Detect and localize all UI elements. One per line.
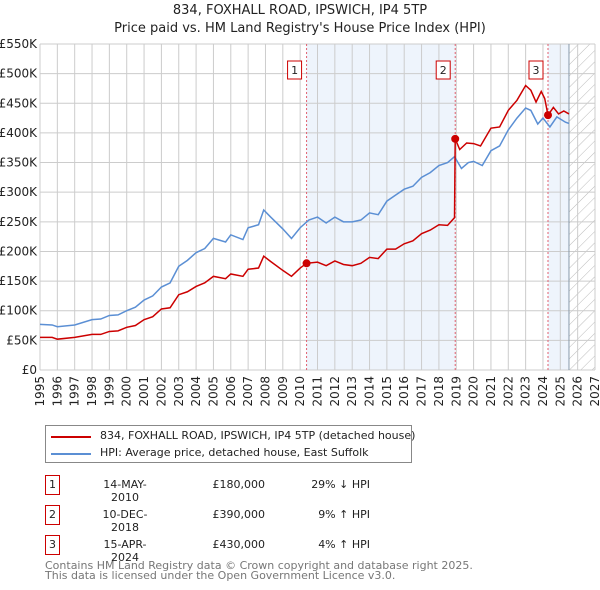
x-tick-label: 2020 <box>467 376 481 407</box>
x-tick-label: 2009 <box>276 376 290 407</box>
legend-blue-line <box>51 453 91 455</box>
x-tick-label: 2012 <box>328 376 342 407</box>
transaction-row: 2 10-DEC-2018 £390,000 9% ↑ HPI <box>45 505 465 534</box>
y-tick-label: £350K <box>0 156 38 170</box>
transaction-row: 3 15-APR-2024 £430,000 4% ↑ HPI <box>45 535 465 564</box>
legend-blue-label: HPI: Average price, detached house, East… <box>100 446 369 459</box>
x-tick-label: 2003 <box>172 376 186 407</box>
x-tick-label: 2025 <box>553 376 567 407</box>
y-tick-label: £450K <box>0 96 38 110</box>
y-tick-label: £400K <box>0 126 38 140</box>
shaded-period <box>306 44 456 370</box>
sale-date: 14-MAY-2010 <box>103 478 147 504</box>
hpi-line <box>39 107 570 328</box>
sale-point <box>451 134 460 143</box>
x-tick-label: 2006 <box>224 376 238 407</box>
x-tick-label: 2016 <box>397 376 411 407</box>
sale-badge: 2 <box>45 505 60 525</box>
sale-label-box <box>287 60 303 80</box>
y-tick-label: £300K <box>0 185 38 199</box>
x-tick-label: 2017 <box>415 376 429 407</box>
sale-badge: 1 <box>45 475 60 495</box>
x-tick-label: 2002 <box>154 376 168 407</box>
footer: Contains HM Land Registry data © Crown c… <box>45 559 473 582</box>
footer-line2: This data is licensed under the Open Gov… <box>45 569 396 582</box>
y-tick-label: £500K <box>0 67 38 81</box>
price-paid-line <box>40 84 570 340</box>
footer-line1: Contains HM Land Registry data © Crown c… <box>45 559 473 572</box>
x-tick-label: 2019 <box>449 376 463 407</box>
forecast-hatch <box>568 44 595 370</box>
sale-hpi-diff: 9% ↑ HPI <box>318 508 370 521</box>
transaction-row: 1 14-MAY-2010 £180,000 29% ↓ HPI <box>45 475 465 504</box>
sale-label-box <box>435 60 451 80</box>
y-tick-label: £150K <box>0 274 38 288</box>
subtitle: Price paid vs. HM Land Registry's House … <box>114 21 486 36</box>
x-tick-label: 1996 <box>50 376 64 407</box>
legend-red-label: 834, FOXHALL ROAD, IPSWICH, IP4 5TP (det… <box>100 429 416 442</box>
sale-price: £390,000 <box>212 508 266 521</box>
y-tick-label: £200K <box>0 244 38 258</box>
y-tick-label: £50K <box>6 333 38 347</box>
sale-date: 10-DEC-2018 <box>102 508 148 534</box>
y-tick-label: £550K <box>0 37 38 51</box>
sale-price: £180,000 <box>212 478 266 491</box>
sale-date: 15-APR-2024 <box>103 538 147 564</box>
sale-label: 3 <box>532 64 539 77</box>
sale-hpi-diff: 4% ↑ HPI <box>318 538 370 551</box>
price-chart: 1995 1996 1997 1998 1999 2000 2001 2002 2003 2004… <box>0 37 600 407</box>
x-tick-label: 2013 <box>345 376 359 407</box>
chart-title: 834, FOXHALL ROAD, IPSWICH, IP4 5TP Pric… <box>0 2 600 38</box>
x-tick-label: 2015 <box>380 376 394 407</box>
x-tick-label: 2018 <box>432 376 446 407</box>
x-tick-label: 1995 <box>33 376 47 407</box>
x-tick-label: 2004 <box>189 376 203 407</box>
x-tick-label: 1997 <box>68 376 82 407</box>
x-tick-label: 2007 <box>241 376 255 407</box>
x-tick-label: 2014 <box>363 376 377 407</box>
sale-price: £430,000 <box>212 538 266 551</box>
x-tick-label: 2010 <box>293 376 307 407</box>
y-tick-label: £100K <box>0 304 38 318</box>
x-tick-label: 2005 <box>206 376 220 407</box>
x-tick-label: 2026 <box>571 376 585 407</box>
x-tick-label: 2011 <box>311 376 325 407</box>
shaded-period <box>547 44 569 370</box>
sale-point <box>302 259 311 268</box>
x-tick-label: 1998 <box>85 376 99 407</box>
y-tick-label: £250K <box>0 215 38 229</box>
legend: 834, FOXHALL ROAD, IPSWICH, IP4 5TP (det… <box>45 425 416 463</box>
sale-hpi-diff: 29% ↓ HPI <box>311 478 370 491</box>
sale-point <box>543 111 552 120</box>
x-tick-label: 1999 <box>102 376 116 407</box>
x-tick-label: 2000 <box>120 376 134 407</box>
y-tick-label: £0 <box>22 363 37 377</box>
sale-label-box <box>528 60 544 80</box>
sale-label: 1 <box>291 64 298 77</box>
x-tick-label: 2022 <box>501 376 515 407</box>
sale-label: 2 <box>440 64 447 77</box>
x-tick-label: 2027 <box>588 376 600 407</box>
x-tick-label: 2024 <box>536 376 550 407</box>
legend-red-line <box>51 436 91 438</box>
title: 834, FOXHALL ROAD, IPSWICH, IP4 5TP <box>172 3 428 18</box>
x-tick-label: 2008 <box>258 376 272 407</box>
x-tick-label: 2001 <box>137 376 151 407</box>
sale-badge: 3 <box>45 535 60 555</box>
x-tick-label: 2023 <box>519 376 533 407</box>
x-tick-label: 2021 <box>484 376 498 407</box>
